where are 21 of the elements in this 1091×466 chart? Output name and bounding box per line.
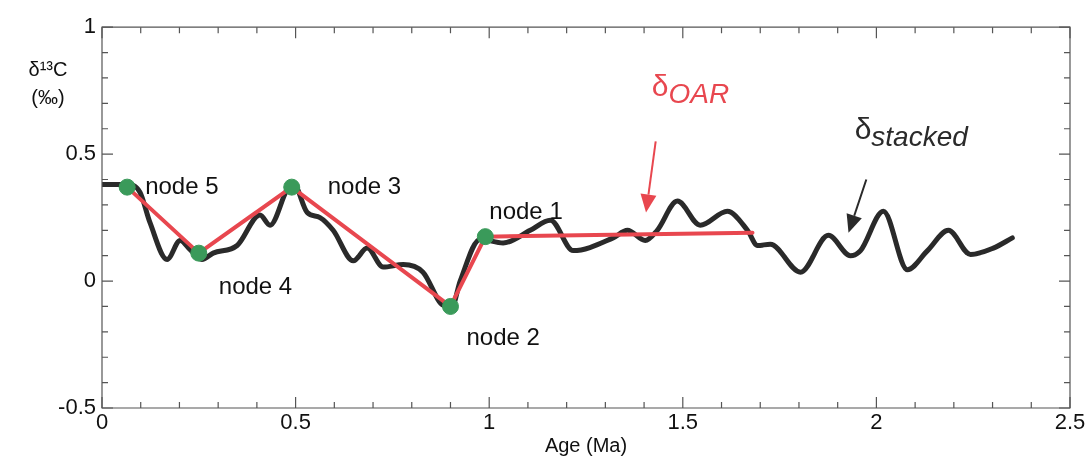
x-tick-label: 0.5 xyxy=(280,409,311,435)
annotation: node 1 xyxy=(489,197,563,225)
point xyxy=(190,244,208,262)
y-axis-title: δ¹³C (‰) xyxy=(28,57,68,108)
y-tick-label: 1 xyxy=(83,13,96,39)
point xyxy=(118,178,136,196)
x-tick-label: 1.5 xyxy=(667,409,699,435)
point xyxy=(441,297,459,315)
annotation: node 2 xyxy=(466,323,540,351)
x-axis-title: Age (Ma) xyxy=(544,433,628,456)
x-tick-label: 1 xyxy=(483,409,496,435)
annotation: node 5 xyxy=(145,171,219,199)
x-tick-label: 2.5 xyxy=(1054,409,1086,435)
y-tick-label: 0 xyxy=(83,267,96,293)
annotation: node 4 xyxy=(218,271,293,299)
point xyxy=(476,228,494,246)
x-tick-label: 2 xyxy=(870,409,883,435)
y-tick-label: 0.5 xyxy=(65,140,96,166)
annotation: node 3 xyxy=(327,171,402,199)
y-tick-label: -0.5 xyxy=(58,394,96,420)
point xyxy=(283,178,301,196)
